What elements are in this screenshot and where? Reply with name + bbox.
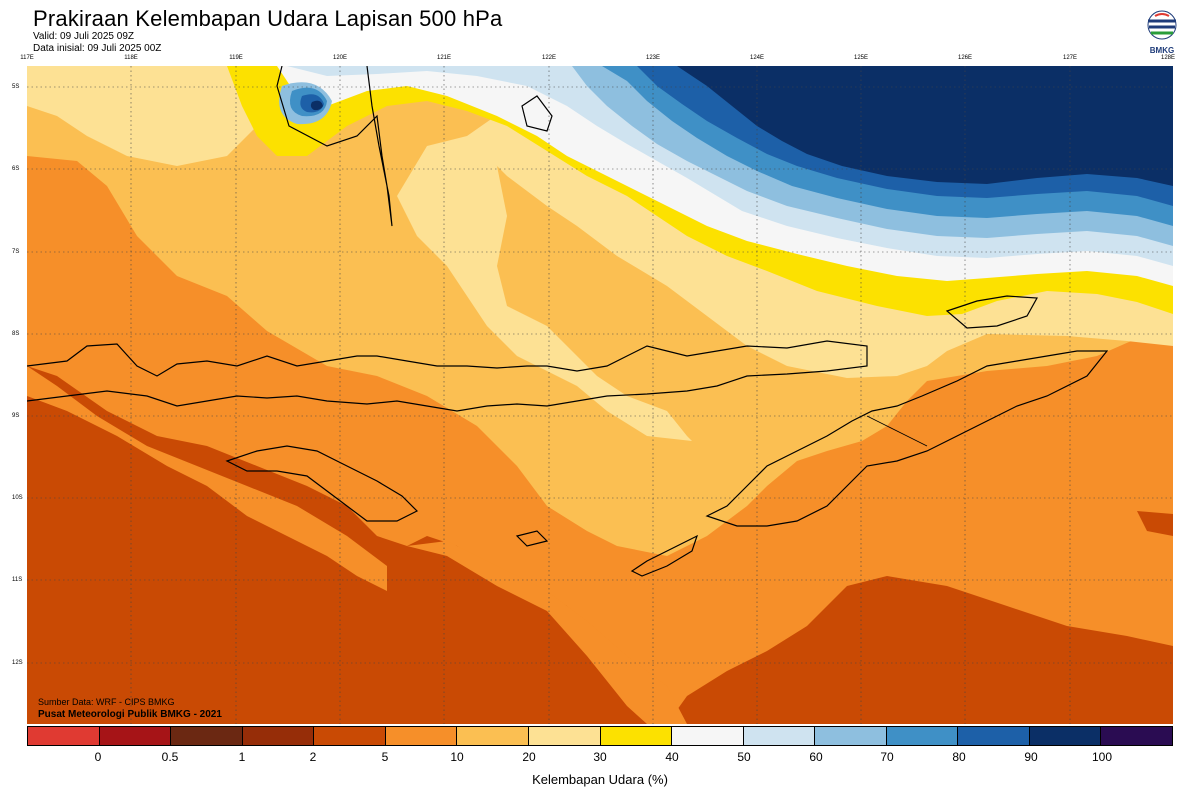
humidity-band-10-20 — [407, 541, 687, 724]
colorbar-swatch — [28, 727, 100, 745]
colorbar-swatch — [886, 727, 959, 745]
lon-label: 121E — [436, 55, 452, 61]
logo-label: BMKG — [1149, 46, 1175, 55]
colorbar-tick: 1 — [238, 750, 246, 764]
colorbar-tick: 5 — [381, 750, 389, 764]
humidity-band-100 — [310, 100, 323, 111]
lon-label: 125E — [853, 55, 869, 61]
wetar-island — [945, 295, 1038, 329]
init-time: Data inisial: 09 Juli 2025 00Z — [33, 43, 162, 54]
humidity-map — [27, 66, 1173, 724]
timor-boundary — [866, 415, 928, 447]
bmkg-logo: BMKG — [1143, 10, 1181, 55]
sawu-island — [515, 530, 549, 547]
lon-label: 126E — [957, 55, 973, 61]
lat-label: 5S — [12, 84, 20, 90]
lat-label: 7S — [12, 249, 20, 255]
colorbar-swatch — [242, 727, 315, 745]
map-title: Prakiraan Kelembapan Udara Lapisan 500 h… — [33, 6, 503, 31]
rote-island — [630, 534, 699, 577]
lat-label: 6S — [12, 166, 20, 172]
colorbar-tick: 30 — [593, 750, 607, 764]
colorbar-tick: 90 — [1024, 750, 1038, 764]
lat-label: 10S — [12, 495, 23, 501]
lon-label: 120E — [332, 55, 348, 61]
lat-label: 12S — [12, 660, 23, 666]
coastlines — [27, 66, 1109, 577]
colorbar-tick: 10 — [450, 750, 464, 764]
lon-label: 127E — [1062, 55, 1078, 61]
buton-island — [521, 95, 553, 132]
lon-label: 117E — [20, 55, 34, 61]
lat-label: 8S — [12, 331, 20, 337]
colorbar-tick: 0.5 — [161, 750, 179, 764]
lon-label: 124E — [749, 55, 765, 61]
organization-credit: Pusat Meteorologi Publik BMKG - 2021 — [38, 709, 222, 720]
timor-island — [705, 350, 1109, 527]
lon-label: 123E — [645, 55, 661, 61]
humidity-band-5-10 — [1137, 511, 1173, 536]
data-source-credit: Sumber Data: WRF - CIPS BMKG — [38, 697, 175, 707]
colorbar-swatch — [1029, 727, 1102, 745]
colorbar-swatch — [171, 727, 243, 745]
humidity-band-10-20 — [27, 366, 387, 591]
humidity-band-30-40 — [27, 66, 277, 166]
humidity-band-100 — [677, 66, 1173, 186]
lat-label: 9S — [12, 413, 20, 419]
colorbar-swatch — [815, 727, 887, 745]
colorbar-tick: 60 — [809, 750, 823, 764]
colorbar-tick: 100 — [1091, 750, 1113, 764]
lon-label: 122E — [541, 55, 557, 61]
colorbar-swatch — [385, 727, 458, 745]
colorbar-tick: 80 — [952, 750, 966, 764]
sumba-island — [225, 445, 419, 522]
colorbar-swatch — [958, 727, 1030, 745]
colorbar-tick: 40 — [665, 750, 679, 764]
lat-lon-grid — [27, 66, 1173, 724]
lesser-sunda-islands — [27, 340, 868, 412]
sulawesi-coast — [276, 66, 393, 227]
colorbar-tick: 2 — [309, 750, 317, 764]
colorbar-swatch — [1101, 727, 1172, 745]
colorbar-swatch — [743, 727, 816, 745]
colorbar-tick: 0 — [94, 750, 102, 764]
bmkg-logo-icon — [1147, 10, 1177, 40]
colorbar-tick: 50 — [737, 750, 751, 764]
colorbar-swatch — [99, 727, 172, 745]
colorbar-swatch — [314, 727, 386, 745]
colorbar-tick: 20 — [522, 750, 536, 764]
lon-label: 118E — [124, 55, 138, 61]
colorbar-swatch — [457, 727, 529, 745]
colorbar-tick: 70 — [880, 750, 894, 764]
valid-time: Valid: 09 Juli 2025 09Z — [33, 31, 134, 42]
colorbar-swatch — [528, 727, 601, 745]
colorbar-swatch — [600, 727, 673, 745]
humidity-colorbar — [27, 726, 1173, 746]
colorbar-swatch — [672, 727, 744, 745]
lat-label: 11S — [12, 577, 23, 583]
lon-label: 128E — [1160, 55, 1176, 61]
lon-label: 119E — [229, 55, 243, 61]
colorbar-title: Kelembapan Udara (%) — [532, 772, 668, 787]
humidity-band-5-10 — [667, 576, 1173, 724]
